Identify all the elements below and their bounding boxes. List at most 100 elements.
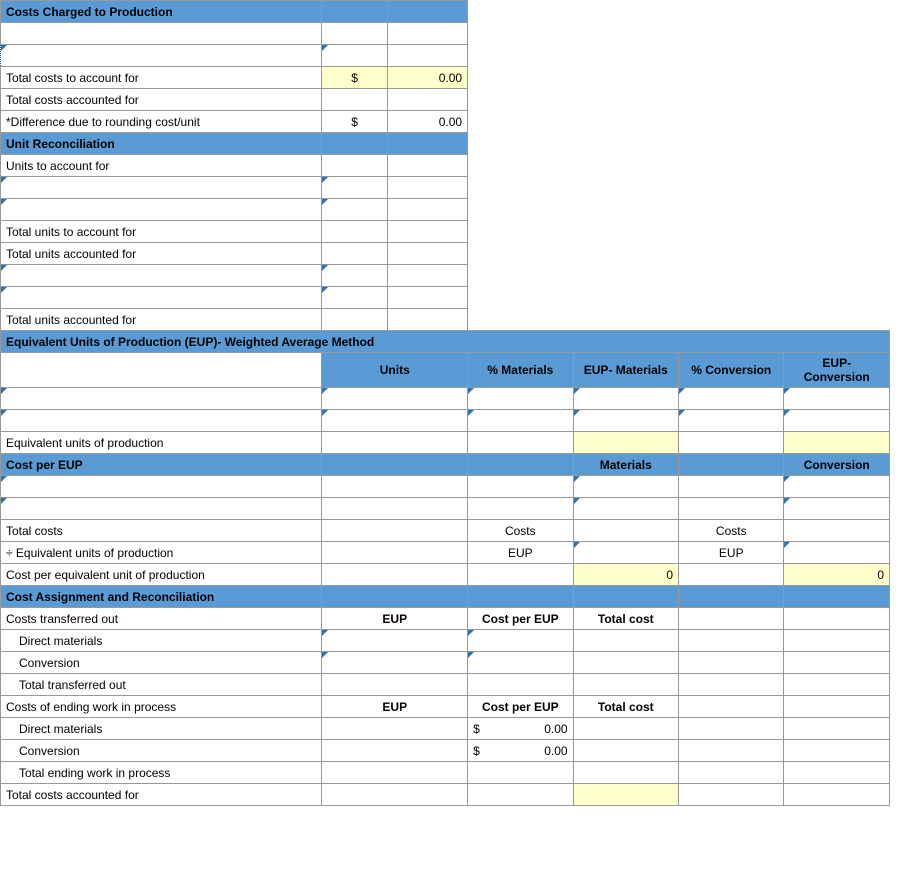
blank-cell — [387, 265, 467, 287]
blank-cell — [679, 718, 784, 740]
blank-cell — [573, 718, 678, 740]
blank-cell — [784, 696, 890, 718]
input-cell[interactable] — [1, 410, 322, 432]
row-costs-transferred-out: Costs transferred out — [1, 608, 322, 630]
blank-cell — [387, 199, 467, 221]
header-spacer — [322, 586, 468, 608]
col-total-cost: Total cost — [573, 608, 678, 630]
section-unit-recon: Unit Reconciliation — [1, 133, 322, 155]
input-cell[interactable] — [573, 410, 678, 432]
blank-cell — [387, 243, 467, 265]
input-cell[interactable] — [468, 652, 573, 674]
section-costs-charged: Costs Charged to Production — [1, 1, 322, 23]
blank-cell — [322, 89, 387, 111]
header-spacer — [468, 586, 573, 608]
input-cell[interactable] — [679, 388, 784, 410]
value-cell: 0 — [784, 564, 890, 586]
blank-cell — [784, 718, 890, 740]
section-cost-per-eup: Cost per EUP — [1, 454, 322, 476]
blank-cell — [322, 564, 468, 586]
blank-cell — [784, 740, 890, 762]
blank-cell — [679, 498, 784, 520]
input-cell[interactable] — [468, 410, 573, 432]
input-cell[interactable] — [1, 498, 322, 520]
header-spacer — [322, 133, 387, 155]
blank-cell — [322, 740, 468, 762]
input-cell[interactable] — [784, 542, 890, 564]
row-total-costs-account-for: Total costs to account for — [1, 67, 322, 89]
blank-cell — [679, 762, 784, 784]
col-materials: Materials — [573, 454, 678, 476]
blank-cell — [1, 23, 322, 45]
input-cell[interactable] — [784, 498, 890, 520]
blank-cell — [679, 784, 784, 806]
blank-cell — [573, 520, 678, 542]
row-div-eup: ÷ Equivalent units of production — [1, 542, 322, 564]
input-cell[interactable] — [322, 410, 468, 432]
blank-cell — [322, 498, 468, 520]
input-cell[interactable] — [784, 476, 890, 498]
label-eup: EUP — [468, 542, 573, 564]
input-cell[interactable] — [322, 45, 387, 67]
header-spacer — [387, 1, 467, 23]
label-costs: Costs — [468, 520, 573, 542]
blank-cell — [387, 221, 467, 243]
blank-cell — [573, 674, 678, 696]
currency-symbol: $ — [322, 67, 387, 89]
header-spacer — [387, 133, 467, 155]
header-spacer — [573, 586, 678, 608]
section-cost-assign: Cost Assignment and Reconciliation — [1, 586, 322, 608]
row-conversion: Conversion — [1, 740, 322, 762]
highlight-cell — [784, 432, 890, 454]
row-total-units-account-for: Total units to account for — [1, 221, 322, 243]
input-cell[interactable] — [322, 177, 387, 199]
blank-cell — [387, 45, 467, 67]
input-cell[interactable] — [573, 498, 678, 520]
row-total-units-accounted-for: Total units accounted for — [1, 243, 322, 265]
value-cell: 0.00 — [387, 111, 467, 133]
row-diff-rounding: *Difference due to rounding cost/unit — [1, 111, 322, 133]
input-cell[interactable] — [322, 199, 387, 221]
dropdown-cell[interactable] — [1, 45, 322, 67]
col-conversion: Conversion — [784, 454, 890, 476]
input-cell[interactable] — [322, 630, 468, 652]
col-pct-conversion: % Conversion — [679, 353, 784, 388]
input-cell[interactable] — [1, 199, 322, 221]
input-cell[interactable] — [679, 410, 784, 432]
row-total-units-accounted-for: Total units accounted for — [1, 309, 322, 331]
blank-cell — [322, 23, 387, 45]
input-cell[interactable] — [573, 388, 678, 410]
input-cell[interactable] — [784, 410, 890, 432]
input-cell[interactable] — [468, 388, 573, 410]
input-cell[interactable] — [1, 388, 322, 410]
col-total-cost: Total cost — [573, 696, 678, 718]
blank-cell — [679, 432, 784, 454]
blank-cell — [679, 696, 784, 718]
blank-cell — [784, 674, 890, 696]
row-cost-per-eup-unit: Cost per equivalent unit of production — [1, 564, 322, 586]
col-eup: EUP — [322, 696, 468, 718]
blank-cell — [387, 155, 467, 177]
input-cell[interactable] — [1, 476, 322, 498]
row-conversion: Conversion — [1, 652, 322, 674]
col-units: Units — [322, 353, 468, 388]
input-cell[interactable] — [322, 388, 468, 410]
input-cell[interactable] — [573, 476, 678, 498]
input-cell[interactable] — [784, 388, 890, 410]
row-direct-materials: Direct materials — [1, 630, 322, 652]
blank-cell — [679, 564, 784, 586]
input-cell[interactable] — [322, 652, 468, 674]
input-cell[interactable] — [1, 177, 322, 199]
input-cell[interactable] — [468, 630, 573, 652]
value-cell: 0.00 — [387, 67, 467, 89]
input-cell[interactable] — [1, 265, 322, 287]
input-cell[interactable] — [322, 265, 387, 287]
input-cell[interactable] — [322, 287, 387, 309]
col-eup-conversion: EUP- Conversion — [784, 353, 890, 388]
input-cell[interactable] — [1, 287, 322, 309]
value-cell: 0 — [573, 564, 678, 586]
input-cell[interactable] — [573, 542, 678, 564]
row-total-transferred-out: Total transferred out — [1, 674, 322, 696]
row-costs-ending-wip: Costs of ending work in process — [1, 696, 322, 718]
header-spacer — [322, 1, 387, 23]
